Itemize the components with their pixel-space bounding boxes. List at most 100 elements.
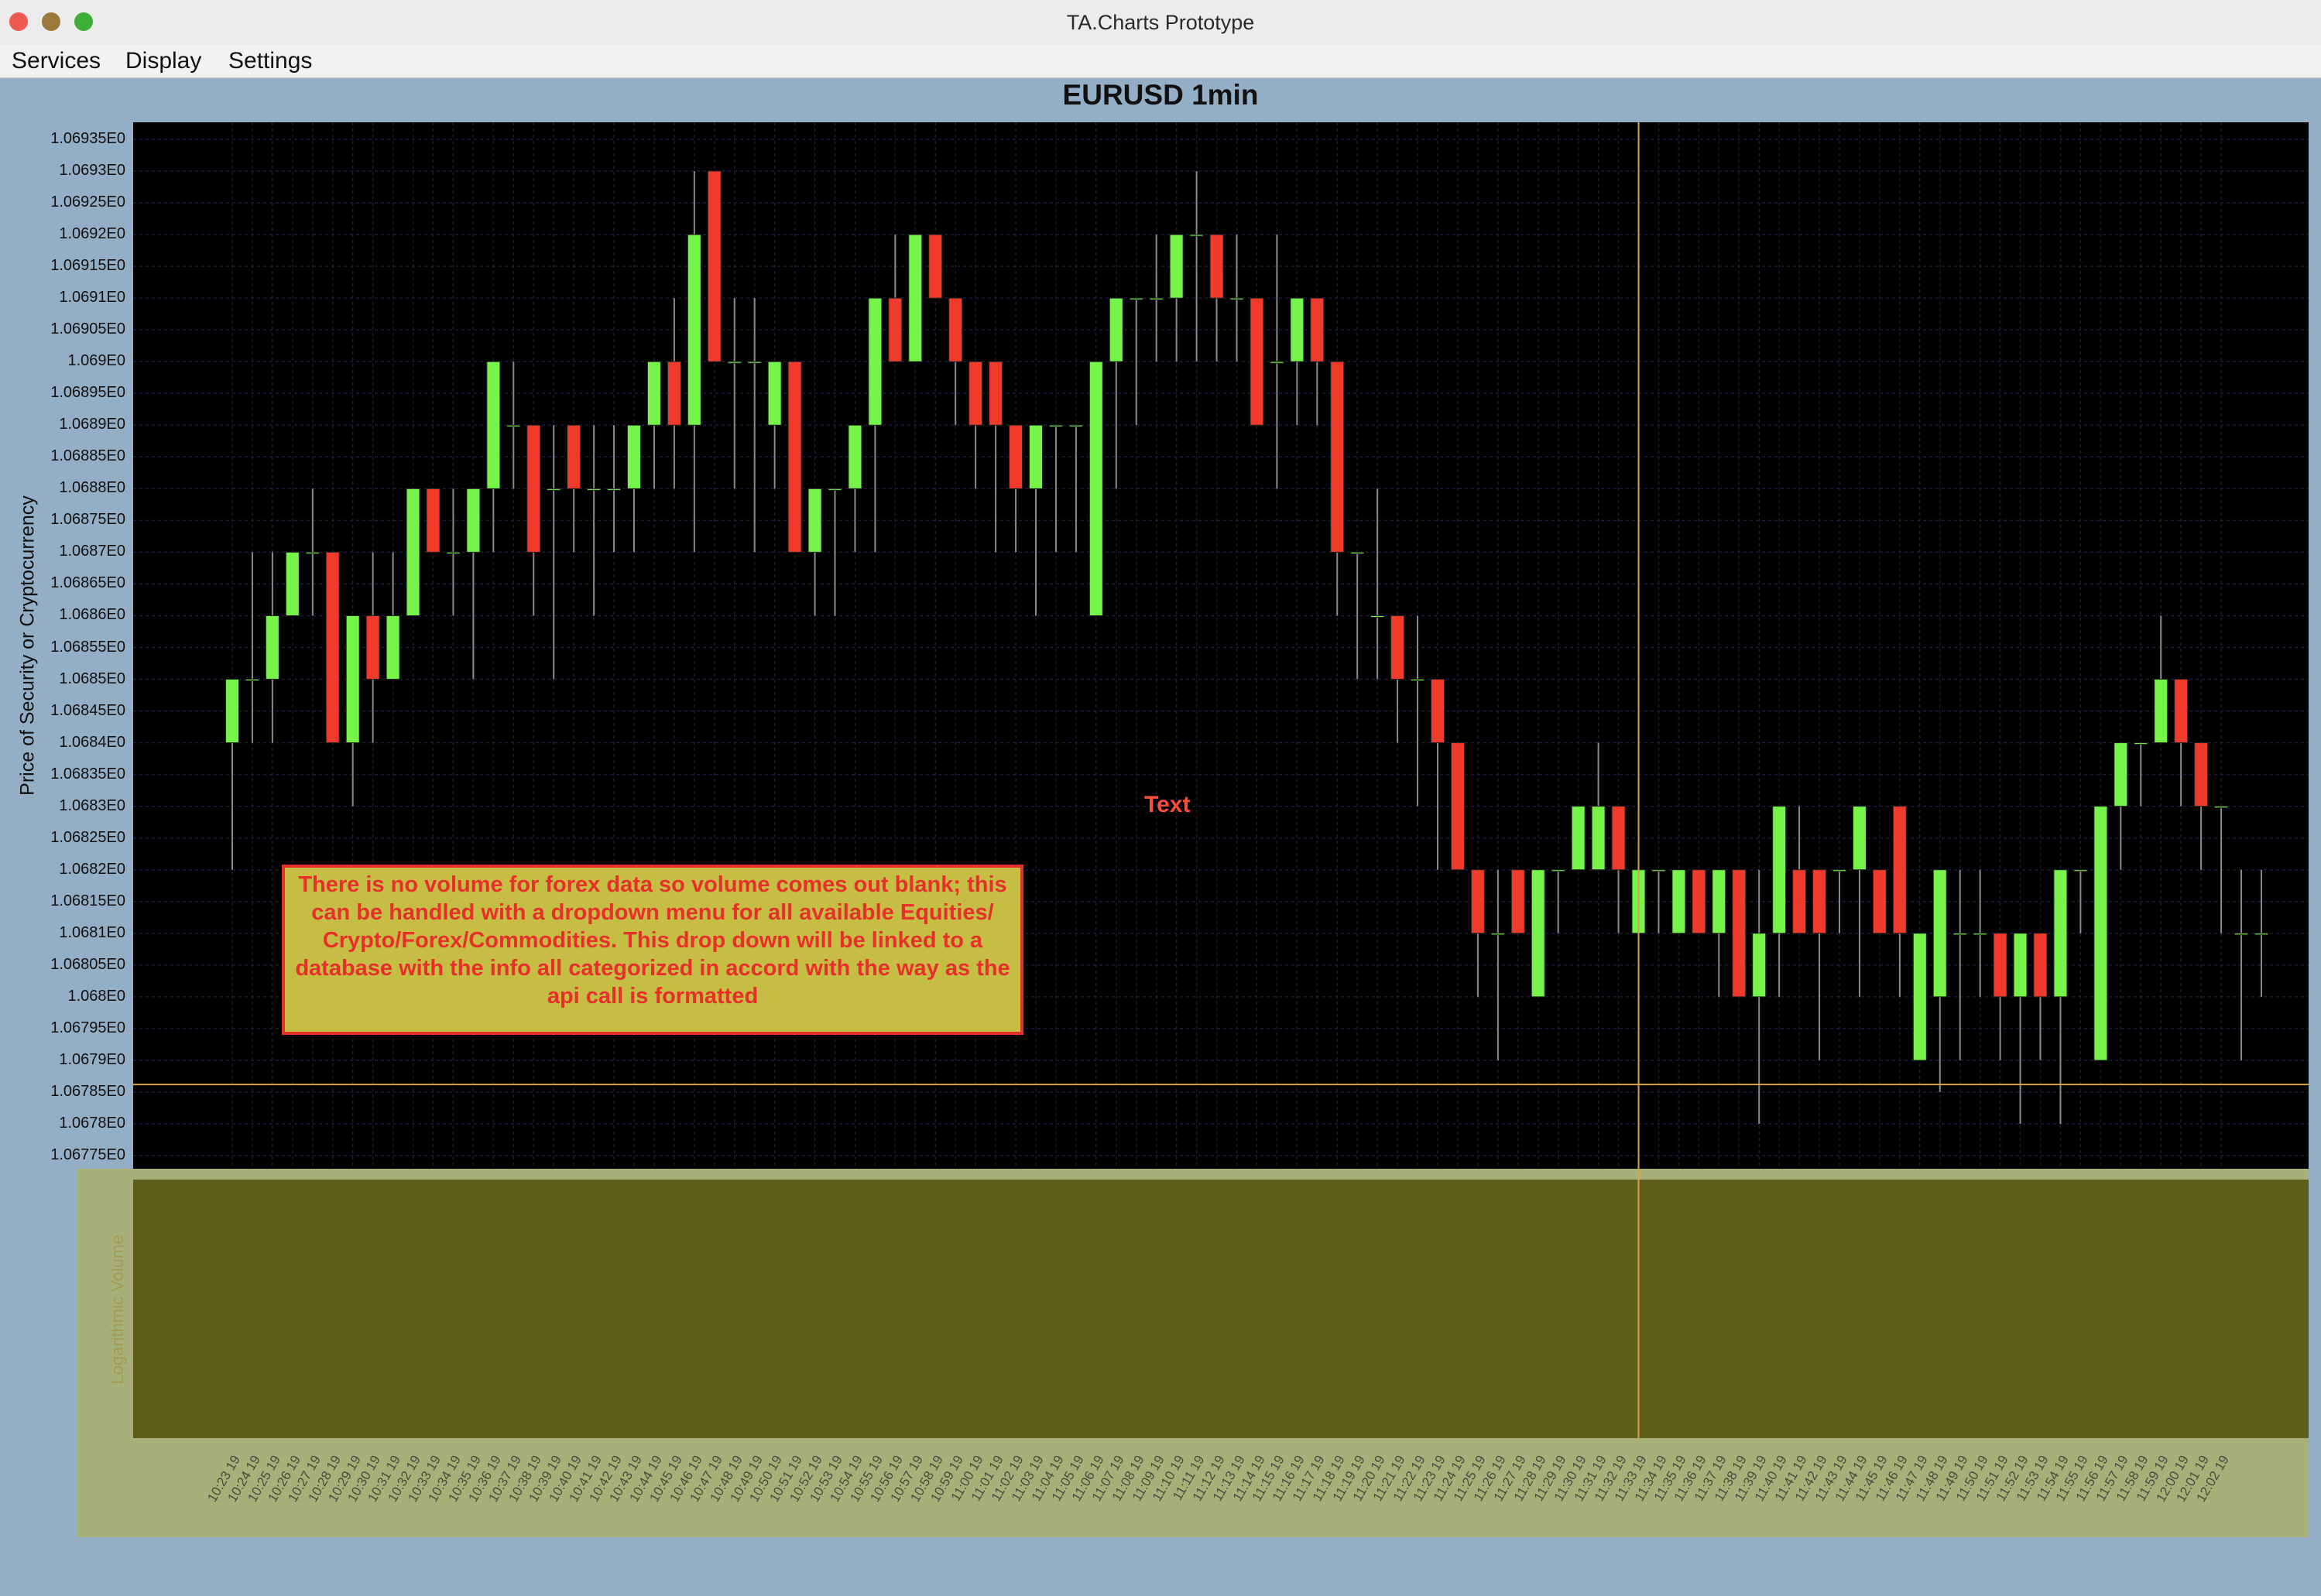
candle-body-up	[1411, 679, 1425, 682]
candle-body-up	[305, 551, 320, 554]
candle-body-up	[1229, 297, 1244, 300]
y-tick-label: 1.06865E0	[50, 574, 125, 592]
y-tick-label: 1.06905E0	[50, 320, 125, 338]
candle-body-down	[1431, 679, 1445, 744]
y-tick-label: 1.0693E0	[59, 162, 125, 180]
candle-body-up	[1149, 297, 1164, 300]
y-tick-label: 1.0687E0	[59, 543, 125, 560]
candle-body-down	[365, 615, 380, 680]
candle-body-down	[1310, 297, 1325, 362]
candle-body-up	[2073, 869, 2088, 872]
candle-body-up	[1752, 933, 1767, 998]
candle-body-up	[2154, 679, 2168, 744]
y-tick-label: 1.0691E0	[59, 289, 125, 307]
candle-body-up	[2214, 806, 2229, 809]
candle-body-up	[2053, 869, 2068, 998]
y-tick-label: 1.0686E0	[59, 606, 125, 624]
y-tick-label: 1.06935E0	[50, 130, 125, 147]
candle-body-up	[1591, 806, 1606, 871]
y-tick-label: 1.0681E0	[59, 923, 125, 941]
candle-body-down	[969, 361, 983, 426]
candle-body-up	[1531, 869, 1545, 998]
candle-body-down	[1009, 424, 1023, 489]
candle-body-up	[1712, 869, 1726, 934]
window-title: TA.Charts Prototype	[1066, 11, 1255, 34]
y-tick-label: 1.06895E0	[50, 384, 125, 402]
candle-body-up	[2093, 806, 2108, 1061]
candle-body-up	[807, 488, 822, 553]
menu-services[interactable]: Services	[12, 48, 101, 74]
candle-body-down	[325, 551, 340, 744]
candle-body-down	[707, 170, 722, 362]
candle-body-up	[1852, 806, 1867, 871]
candle-body-up	[1932, 869, 1947, 998]
maximize-window-button[interactable]	[74, 12, 93, 31]
candle-body-up	[868, 297, 883, 426]
candle-body-down	[1993, 933, 2007, 998]
y-tick-label: 1.06885E0	[50, 447, 125, 465]
candle-body-down	[1692, 869, 1706, 934]
candle-body-up	[506, 424, 521, 427]
candle-body-down	[1812, 869, 1827, 934]
candle-body-down	[1510, 869, 1525, 934]
candle-body-up	[345, 615, 360, 744]
candle-body-down	[1450, 742, 1465, 871]
close-window-button[interactable]	[9, 12, 28, 31]
y-tick-label: 1.06775E0	[50, 1146, 125, 1163]
candle-body-up	[466, 488, 481, 553]
y-tick-label: 1.06795E0	[50, 1019, 125, 1036]
candle-body-up	[1973, 933, 1987, 936]
candle-body-up	[2234, 933, 2248, 936]
candle-body-down	[1611, 806, 1626, 871]
y-tick-label: 1.06875E0	[50, 511, 125, 529]
candle-body-up	[687, 234, 701, 426]
candle-body-up	[607, 488, 622, 491]
candle-body-up	[1571, 806, 1586, 871]
candle-body-down	[2033, 933, 2048, 998]
candle-body-down	[567, 424, 581, 489]
y-tick-label: 1.06845E0	[50, 701, 125, 719]
y-tick-label: 1.0692E0	[59, 225, 125, 243]
candle-body-up	[1490, 933, 1505, 936]
candle-body-up	[1169, 234, 1184, 299]
chart-text-annotation[interactable]: Text	[1144, 792, 1191, 817]
candle-body-up	[225, 679, 239, 744]
y-tick-label: 1.06915E0	[50, 257, 125, 275]
candle-body-up	[1189, 234, 1204, 237]
candle-body-up	[386, 615, 400, 680]
minimize-window-button[interactable]	[42, 12, 60, 31]
y-tick-label: 1.06855E0	[50, 638, 125, 656]
candle-body-down	[2174, 679, 2189, 744]
candle-body-up	[1109, 297, 1123, 362]
menu-display[interactable]: Display	[125, 48, 202, 74]
candle-body-up	[908, 234, 923, 362]
candle-body-up	[767, 361, 782, 426]
candle-body-up	[1089, 361, 1103, 616]
candle-body-up	[1370, 615, 1385, 618]
candle-body-up	[1068, 424, 1083, 427]
candle-body-up	[446, 551, 461, 554]
candle-body-up	[406, 488, 420, 616]
candle-body-down	[1892, 806, 1907, 934]
candle-body-down	[2194, 742, 2209, 807]
candle-body-down	[787, 361, 802, 553]
candle-body-up	[1952, 933, 1967, 936]
candle-body-down	[1470, 869, 1485, 934]
y-tick-label: 1.069E0	[67, 352, 125, 370]
volume-plot-area[interactable]	[133, 1180, 2309, 1438]
candle-body-up	[1129, 297, 1143, 300]
candle-body-up	[1832, 869, 1846, 872]
y-tick-label: 1.06805E0	[50, 955, 125, 973]
candle-body-down	[989, 361, 1003, 426]
candle-body-down	[1872, 869, 1887, 934]
candle-body-up	[1651, 869, 1666, 872]
candle-body-up	[1912, 933, 1927, 1061]
y-tick-label: 1.06925E0	[50, 194, 125, 211]
candle-body-up	[2254, 933, 2268, 936]
menu-settings[interactable]: Settings	[228, 48, 313, 74]
note-annotation-box[interactable]: There is no volume for forex data so vol…	[282, 865, 1023, 1035]
candle-body-down	[1209, 234, 1224, 299]
candle-body-down	[948, 297, 963, 362]
candle-body-up	[1551, 869, 1565, 872]
